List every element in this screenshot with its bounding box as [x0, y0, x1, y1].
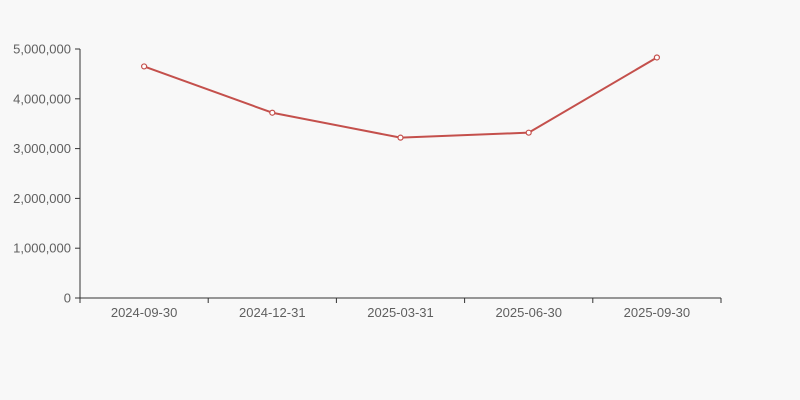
y-axis-label: 1,000,000 — [13, 241, 71, 256]
data-point-marker[interactable] — [397, 134, 404, 141]
data-point-marker[interactable] — [525, 129, 532, 136]
series-line — [143, 56, 658, 139]
y-axis-label: 0 — [64, 291, 71, 306]
data-point-marker[interactable] — [269, 109, 276, 116]
data-point-marker[interactable] — [141, 63, 148, 70]
y-axis-label: 4,000,000 — [13, 91, 71, 106]
data-point-marker[interactable] — [653, 54, 661, 61]
x-axis-label: 2025-09-30 — [624, 305, 691, 320]
x-axis-label: 2024-09-30 — [111, 305, 178, 320]
y-axis-label: 5,000,000 — [13, 42, 71, 57]
x-axis-label: 2025-03-31 — [367, 305, 434, 320]
y-axis-label: 2,000,000 — [13, 191, 71, 206]
y-axis-label: 3,000,000 — [13, 141, 71, 156]
x-axis-label: 2024-12-31 — [239, 305, 306, 320]
x-axis-label: 2025-06-30 — [495, 305, 562, 320]
